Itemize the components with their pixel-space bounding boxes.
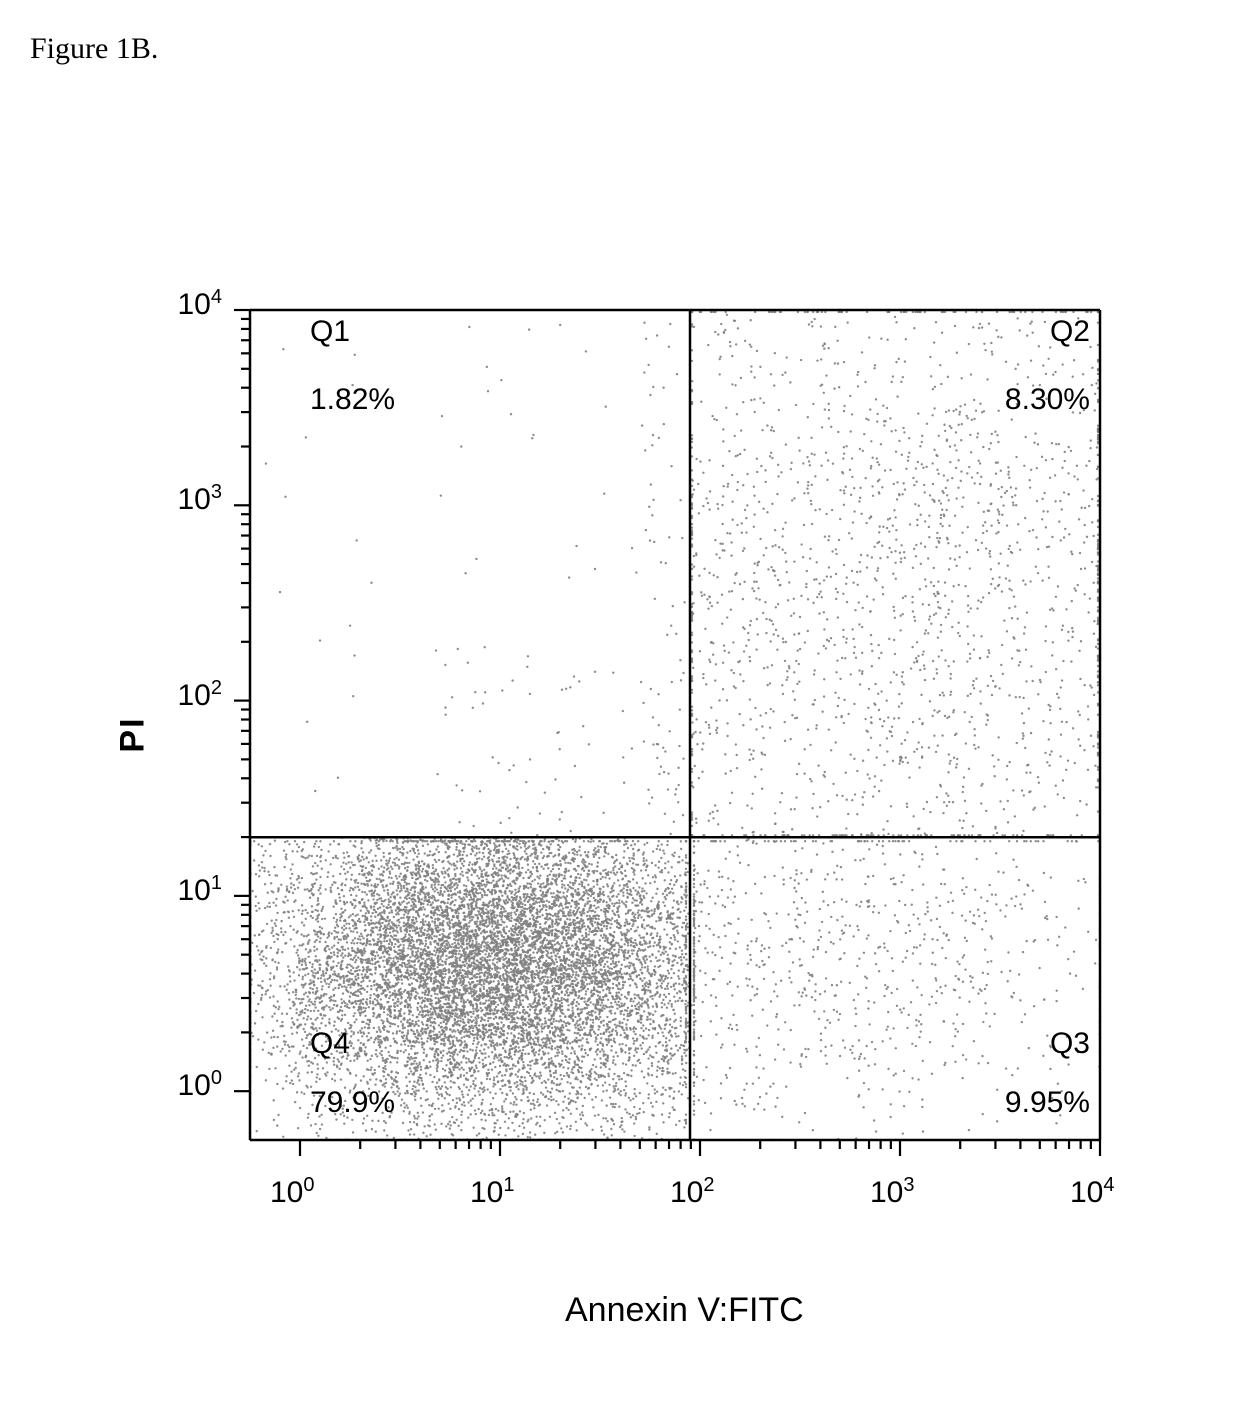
quadrant-q2-pct: 8.30% [1005, 383, 1090, 417]
quadrant-q3-pct: 9.95% [1005, 1086, 1090, 1120]
quadrant-q1-pct: 1.82% [310, 383, 395, 417]
quadrant-q1-name: Q1 [310, 315, 350, 349]
quadrant-q4-pct: 79.9% [310, 1086, 395, 1120]
x-axis-label: Annexin V:FITC [565, 1291, 804, 1330]
quadrant-annotations: Q1 1.82% Q2 8.30% Q3 9.95% Q4 79.9% [120, 310, 1102, 1170]
quadrant-q3-name: Q3 [1050, 1027, 1090, 1061]
quadrant-q4-name: Q4 [310, 1027, 350, 1061]
page: Figure 1B. PI 100101102103104 1001011021… [0, 0, 1240, 1423]
chart-container: PI 100101102103104 100101102103104 Q11.8… [120, 310, 1102, 1175]
x-tick-label: 101 [470, 1174, 515, 1210]
figure-caption: Figure 1B. [30, 32, 158, 66]
x-tick-label: 104 [1070, 1174, 1115, 1210]
x-tick-label: 102 [670, 1174, 715, 1210]
x-tick-label: 100 [270, 1174, 315, 1210]
x-tick-label: 103 [870, 1174, 915, 1210]
quadrant-q2-name: Q2 [1050, 315, 1090, 349]
